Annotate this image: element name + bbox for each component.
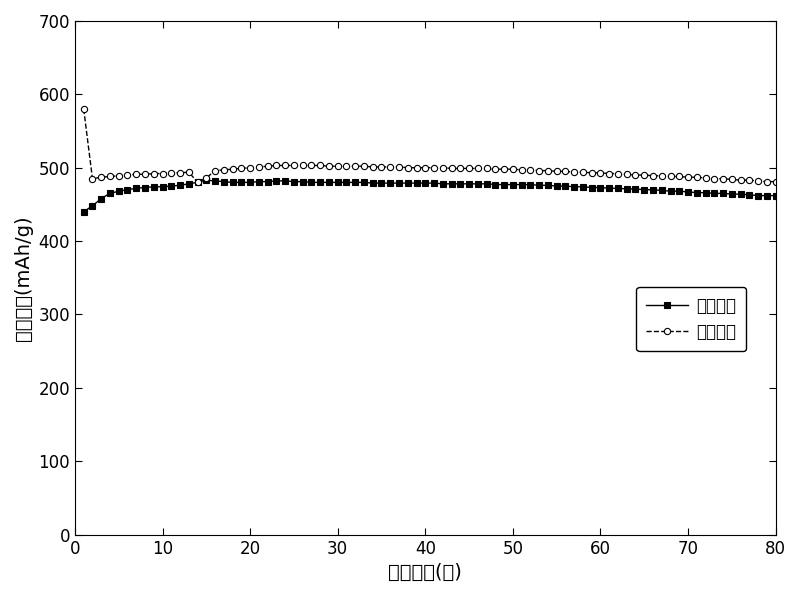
Line: 充电曲线: 充电曲线: [81, 106, 778, 185]
Line: 放电曲线: 放电曲线: [81, 177, 778, 215]
充电曲线: [771, 178, 781, 185]
Y-axis label: 克比容量(mAh/g): 克比容量(mAh/g): [14, 215, 33, 340]
充电曲线: [701, 175, 710, 182]
放电曲线: [499, 181, 509, 188]
放电曲线: [394, 179, 404, 187]
放电曲线: [561, 182, 570, 190]
充电曲线: [534, 167, 544, 174]
放电曲线: [701, 189, 710, 196]
放电曲线: [79, 208, 89, 215]
充电曲线: [508, 166, 518, 173]
放电曲线: [771, 192, 781, 199]
Legend: 放电曲线, 充电曲线: 放电曲线, 充电曲线: [636, 287, 746, 351]
放电曲线: [534, 182, 544, 189]
X-axis label: 循环次数(周): 循环次数(周): [388, 563, 462, 582]
放电曲线: [508, 181, 518, 188]
充电曲线: [394, 163, 404, 170]
充电曲线: [79, 105, 89, 113]
充电曲线: [561, 168, 570, 175]
放电曲线: [202, 176, 211, 184]
充电曲线: [499, 166, 509, 173]
充电曲线: [193, 179, 202, 186]
